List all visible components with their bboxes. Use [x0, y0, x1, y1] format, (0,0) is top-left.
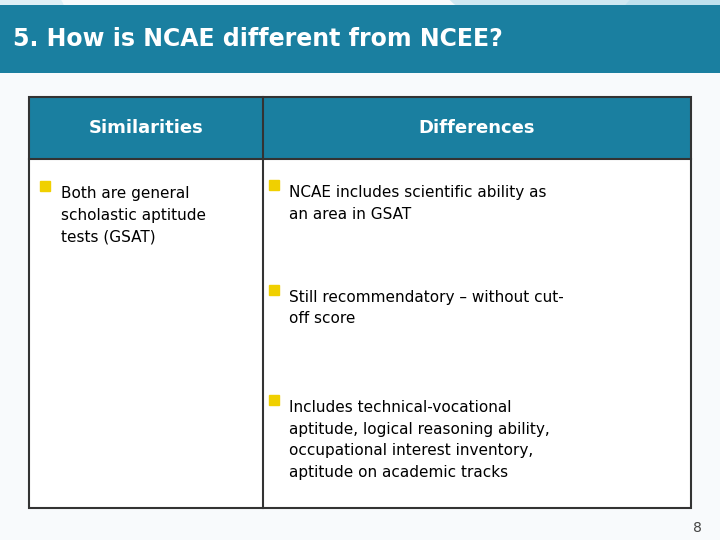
Text: 8: 8	[693, 521, 702, 535]
Text: Similarities: Similarities	[89, 119, 203, 137]
Text: 5. How is NCAE different from NCEE?: 5. How is NCAE different from NCEE?	[13, 27, 503, 51]
Text: Both are general
scholastic aptitude
tests (GSAT): Both are general scholastic aptitude tes…	[61, 186, 206, 245]
Text: Differences: Differences	[419, 119, 535, 137]
Text: NCAE includes scientific ability as
an area in GSAT: NCAE includes scientific ability as an a…	[289, 185, 546, 222]
Ellipse shape	[0, 0, 65, 43]
Bar	[263, 97, 691, 159]
Ellipse shape	[619, 0, 720, 65]
Bar	[0, 5, 720, 73]
Bar	[29, 97, 263, 159]
Text: Still recommendatory – without cut-
off score: Still recommendatory – without cut- off …	[289, 289, 564, 326]
Ellipse shape	[439, 0, 720, 38]
Bar	[29, 97, 691, 508]
Text: Includes technical-vocational
aptitude, logical reasoning ability,
occupational : Includes technical-vocational aptitude, …	[289, 400, 549, 480]
